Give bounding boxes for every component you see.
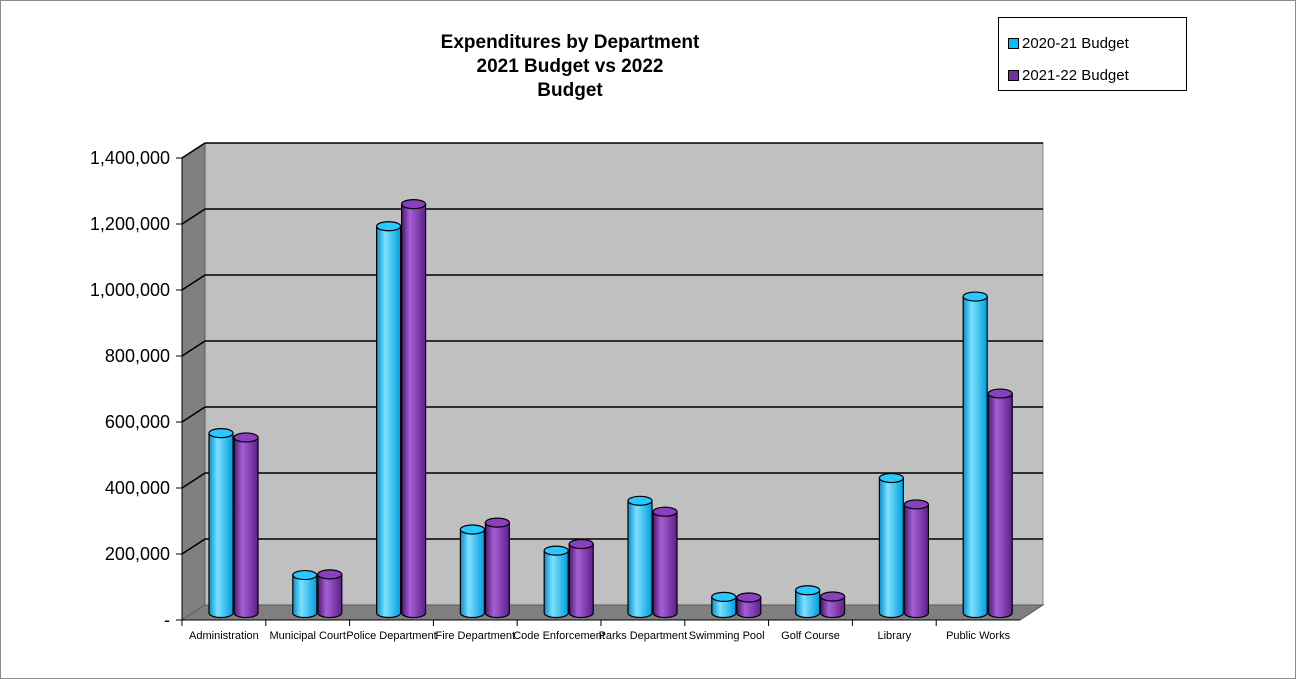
chart-title-line-2: 2021 Budget vs 2022 (476, 56, 664, 77)
bar-top-series-2 (987, 388, 1013, 399)
legend-item-series-1: 2020-21 Budget (1008, 33, 1129, 53)
bar-body-series-1 (962, 295, 988, 619)
gridline-side (181, 472, 206, 489)
bar-body-series-1 (459, 528, 485, 619)
bar-top-series-1 (543, 545, 569, 556)
gridline-side (181, 340, 206, 357)
bar-top-series-1 (878, 472, 905, 484)
bar-top-series-1 (627, 495, 653, 506)
bar-top-series-2 (903, 499, 930, 510)
bar-top-series-1 (376, 221, 402, 232)
bar-2-9 (903, 499, 930, 619)
bar-1-2 (292, 569, 318, 619)
y-tick-label: 200,000 (105, 544, 170, 564)
bar-top-series-1 (962, 291, 988, 302)
chart-legend: 2020-21 Budget 2021-22 Budget (998, 17, 1187, 91)
gridline-side (181, 142, 206, 159)
bar-top-series-2 (484, 517, 510, 528)
bar-body-series-1 (543, 550, 569, 619)
legend-swatch-series-2 (1008, 69, 1019, 81)
x-tick-label: Golf Course (781, 630, 840, 642)
bar-1-10 (962, 291, 988, 619)
x-tick-label: Public Works (946, 630, 1010, 642)
bar-top-series-2 (317, 569, 343, 580)
x-tick-label: Police Department (346, 630, 437, 642)
bar-2-5 (568, 538, 594, 619)
bar-2-3 (401, 199, 427, 619)
bar-body-series-2 (987, 392, 1013, 619)
gridline-side (181, 208, 206, 225)
bar-2-2 (317, 569, 343, 619)
bar-1-4 (459, 524, 485, 619)
bar-body-series-1 (376, 225, 402, 619)
bar-1-7 (711, 591, 737, 619)
plot-side-wall (181, 142, 206, 621)
y-tick-label: 400,000 (105, 478, 170, 498)
y-tick-label: 600,000 (105, 412, 170, 432)
bar-body-series-2 (401, 203, 427, 619)
gridline-side (181, 538, 206, 555)
bar-1-5 (543, 545, 569, 619)
gridline-side (181, 274, 206, 291)
x-tick-label: Code Enforcement (513, 630, 605, 642)
bar-body-series-1 (795, 589, 821, 619)
y-tick-label: - (164, 610, 170, 630)
gridline-side (181, 406, 206, 423)
bar-body-series-1 (208, 432, 234, 619)
bar-2-4 (484, 517, 510, 619)
bar-2-1 (233, 432, 259, 619)
bar-top-series-2 (652, 506, 678, 517)
legend-label-series-1: 2020-21 Budget (1022, 34, 1129, 52)
bar-top-series-2 (819, 591, 846, 602)
bar-top-series-2 (568, 538, 594, 550)
y-tick-label: 1,400,000 (90, 148, 170, 168)
bar-body-series-1 (627, 500, 653, 619)
bar-body-series-1 (878, 477, 904, 619)
bar-top-series-1 (711, 591, 737, 602)
bar-body-series-2 (568, 543, 594, 619)
bar-top-series-2 (233, 432, 259, 443)
bar-top-series-1 (292, 569, 318, 581)
bar-body-series-2 (233, 436, 259, 619)
bar-2-10 (987, 388, 1013, 619)
bar-top-series-1 (794, 585, 821, 596)
x-tick-label: Library (877, 630, 911, 642)
bar-1-1 (208, 428, 234, 619)
bar-top-series-1 (208, 428, 234, 439)
chart-title-line-1: Expenditures by Department (440, 32, 700, 53)
bar-1-6 (627, 495, 653, 619)
bar-top-series-1 (459, 524, 485, 535)
bar-body-series-2 (652, 511, 678, 619)
legend-item-series-2: 2021-22 Budget (1008, 65, 1129, 85)
bar-body-series-2 (736, 596, 762, 619)
x-tick-label: Municipal Court (269, 630, 345, 642)
y-tick-label: 800,000 (105, 346, 170, 366)
bar-body-series-1 (711, 596, 737, 619)
y-tick-label: 1,000,000 (90, 280, 170, 300)
bar-body-series-2 (820, 595, 846, 619)
legend-swatch-series-1 (1008, 37, 1019, 49)
x-tick-label: Parks Department (599, 630, 688, 642)
y-tick-label: 1,200,000 (90, 214, 170, 234)
x-tick-label: Administration (189, 630, 259, 642)
bar-body-series-2 (484, 521, 510, 619)
x-tick-label: Swimming Pool (689, 630, 765, 642)
bar-body-series-2 (903, 503, 929, 619)
bar-1-9 (878, 472, 905, 619)
bar-2-7 (736, 592, 762, 619)
x-tick-label: Fire Department (436, 630, 515, 642)
bar-2-6 (652, 506, 678, 619)
bar-top-series-2 (736, 592, 762, 603)
bar-body-series-2 (317, 573, 343, 619)
bar-2-8 (819, 591, 846, 619)
bar-top-series-2 (401, 199, 427, 210)
bar-body-series-1 (292, 574, 318, 619)
chart-title-line-3: Budget (537, 80, 603, 101)
bar-1-8 (794, 585, 821, 619)
legend-label-series-2: 2021-22 Budget (1022, 66, 1129, 84)
bar-1-3 (376, 221, 402, 619)
